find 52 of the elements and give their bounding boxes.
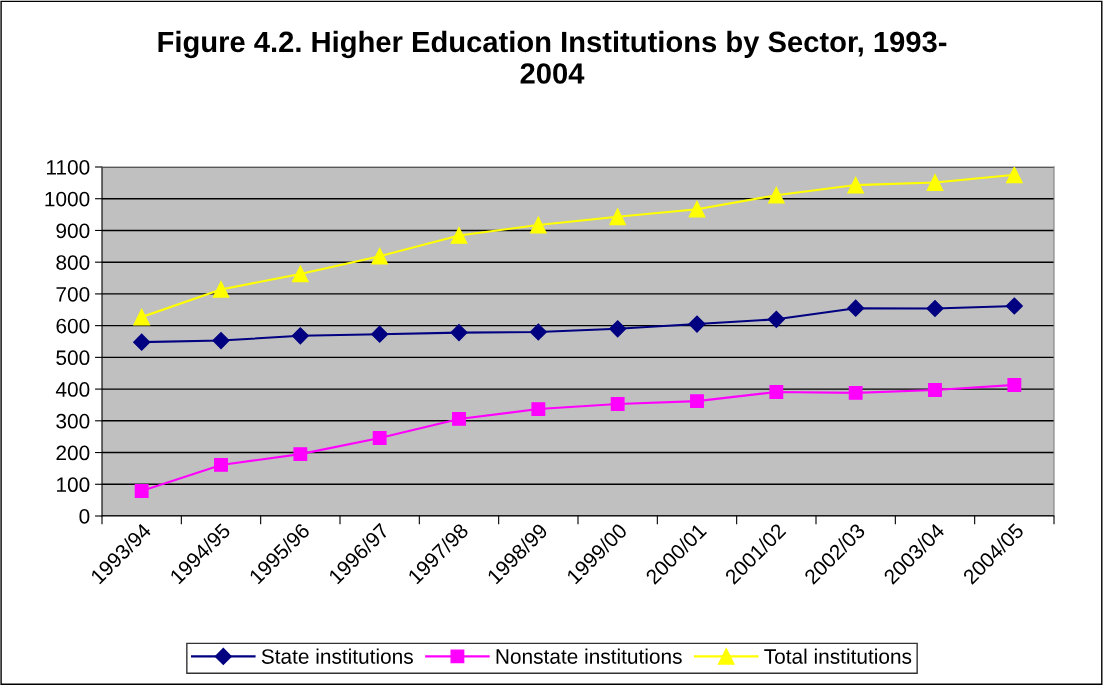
point bbox=[291, 265, 309, 283]
point bbox=[769, 385, 784, 399]
legend-label: State institutions bbox=[261, 648, 413, 664]
y-tick-label: 100 bbox=[57, 477, 90, 493]
point bbox=[371, 247, 389, 265]
y-tick-label: 500 bbox=[56, 350, 90, 366]
point bbox=[134, 483, 149, 498]
point bbox=[450, 227, 468, 244]
y-tick-label: 800 bbox=[56, 255, 90, 270]
y-tick-label: 300 bbox=[56, 413, 90, 429]
point bbox=[133, 308, 151, 326]
point bbox=[372, 431, 387, 445]
point bbox=[610, 397, 625, 411]
point bbox=[847, 299, 865, 317]
point bbox=[767, 186, 785, 204]
y-tick-label: 200 bbox=[56, 445, 90, 461]
y-tick-label: 400 bbox=[55, 382, 90, 397]
point bbox=[452, 411, 466, 426]
point bbox=[293, 447, 308, 462]
point bbox=[212, 281, 230, 298]
y-tick-label: 700 bbox=[56, 286, 90, 302]
point bbox=[928, 383, 942, 397]
y-tick-label: 1100 bbox=[46, 160, 90, 175]
point bbox=[926, 174, 944, 191]
point bbox=[214, 457, 228, 472]
y-tick-label: 600 bbox=[56, 318, 90, 334]
point bbox=[848, 385, 863, 400]
point bbox=[529, 216, 547, 234]
point bbox=[531, 402, 546, 417]
y-tick-label: 1000 bbox=[45, 191, 90, 207]
legend-label: Total institutions bbox=[764, 648, 912, 664]
point bbox=[529, 323, 547, 341]
point bbox=[690, 394, 704, 409]
y-tick-label: 0 bbox=[79, 509, 90, 524]
point bbox=[450, 324, 468, 342]
point bbox=[1005, 297, 1023, 315]
point bbox=[609, 320, 627, 338]
point bbox=[371, 325, 389, 343]
point bbox=[133, 333, 151, 351]
y-tick-label: 900 bbox=[56, 223, 90, 239]
point bbox=[847, 176, 865, 194]
point bbox=[688, 315, 706, 333]
point bbox=[1005, 167, 1023, 184]
point bbox=[609, 208, 627, 226]
point bbox=[926, 299, 944, 318]
chart-title: Figure 4.2. Higher Education Institutions by Sector, 1993- 2004 bbox=[158, 30, 947, 84]
point bbox=[1007, 378, 1022, 392]
point bbox=[291, 327, 309, 345]
point bbox=[688, 200, 706, 218]
legend-label: Nonstate institutions bbox=[496, 648, 682, 664]
point bbox=[212, 331, 230, 350]
point bbox=[767, 310, 785, 328]
